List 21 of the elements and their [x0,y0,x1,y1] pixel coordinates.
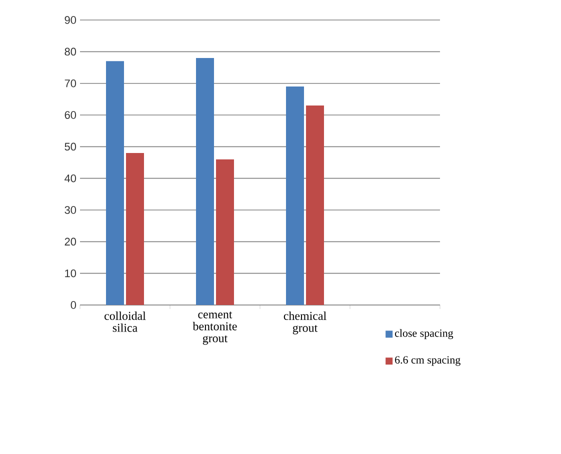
bar [216,159,234,305]
bar [126,153,144,305]
y-tick-label: 0 [70,301,76,309]
bar [196,58,214,305]
bar [286,86,304,305]
bar [306,106,324,305]
y-tick-label: 20 [64,238,76,246]
y-tick-label: 30 [64,206,76,214]
y-tick-label: 60 [64,111,76,119]
legend-label: close spacing [395,329,454,340]
x-tick-label: chemical grout [284,312,326,334]
y-tick-label: 10 [65,269,76,278]
y-tick-label: 40 [64,174,76,182]
y-tick-label: 70 [64,79,76,88]
legend-label: 6.6 cm spacing [395,356,460,366]
bar [106,61,124,305]
x-tick-label: cement bentonite grout [192,312,237,345]
y-tick-label: 90 [64,16,76,24]
y-tick-label: 50 [64,142,76,151]
y-tick-label: 80 [64,48,76,56]
x-tick-label: colloidal silica [104,312,146,332]
